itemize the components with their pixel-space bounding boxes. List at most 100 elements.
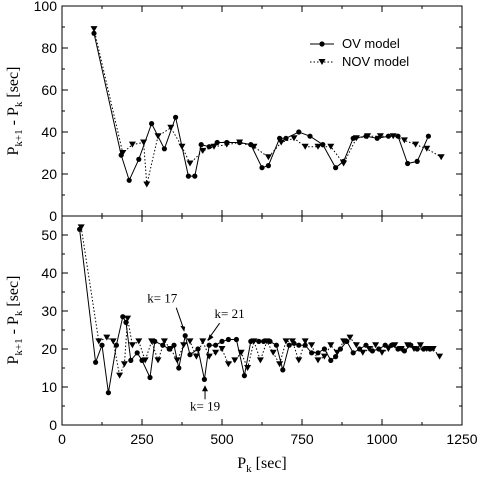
top-point-nov	[314, 143, 322, 150]
top-point-nov	[327, 143, 335, 150]
top-point-nov	[264, 154, 272, 161]
top-point-nov	[140, 139, 148, 146]
bottom-point-ov	[241, 373, 247, 379]
bottom-point-nov	[276, 361, 284, 368]
bottom-point-nov	[224, 361, 232, 368]
annotation-arrowhead-k21	[207, 334, 214, 342]
top-point-ov	[173, 114, 179, 120]
top-y-tick-label: 80	[41, 40, 57, 56]
top-point-nov	[301, 143, 309, 150]
legend: OV model NOV model	[305, 33, 445, 73]
annotation-k21: k= 21	[215, 306, 245, 321]
bottom-point-nov	[378, 349, 386, 356]
bottom-point-nov	[288, 338, 296, 345]
bottom-point-nov	[333, 349, 341, 356]
bottom-point-ov	[123, 319, 129, 325]
top-point-nov	[210, 143, 218, 150]
bottom-point-ov	[201, 376, 207, 382]
annotation-arrowhead-k17	[180, 325, 186, 332]
top-y-tick-label: 0	[49, 208, 57, 224]
legend-label-nov: NOV model	[342, 54, 409, 69]
bottom-point-nov	[391, 342, 399, 349]
bottom-point-nov	[263, 338, 271, 345]
bottom-y-tick-label: 40	[41, 265, 57, 281]
bottom-point-nov	[167, 346, 175, 352]
top-point-ov	[265, 163, 271, 169]
top-y-tick-label: 60	[41, 82, 57, 98]
bottom-point-nov	[372, 342, 380, 349]
bottom-y-tick-labels: 0 10 20 30 40 50	[41, 227, 57, 433]
x-axis-label: Pk [sec]	[237, 455, 287, 475]
bottom-point-ov	[333, 354, 339, 360]
bottom-point-nov	[308, 342, 316, 349]
top-point-nov	[236, 139, 244, 146]
bottom-point-nov	[244, 365, 252, 371]
bottom-point-ov	[105, 390, 111, 396]
bottom-point-ov	[286, 342, 292, 348]
top-y-tick-label: 100	[34, 0, 58, 14]
bottom-point-ov	[219, 338, 225, 344]
top-point-ov	[136, 156, 142, 162]
top-point-ov	[126, 177, 132, 183]
top-y-tick-label: 20	[41, 166, 57, 182]
top-point-ov	[296, 129, 302, 135]
top-series	[90, 26, 445, 188]
bottom-point-nov	[141, 357, 149, 364]
top-point-ov	[161, 146, 167, 152]
top-y-tick-labels: 0 20 40 60 80 100	[34, 0, 58, 224]
bottom-point-nov	[180, 342, 188, 349]
bottom-point-ov	[213, 342, 219, 348]
bottom-point-nov	[282, 338, 290, 345]
legend-frame	[305, 33, 445, 73]
x-tick-label: 500	[210, 431, 234, 447]
bottom-point-nov	[327, 342, 335, 349]
top-point-nov	[400, 137, 408, 144]
bottom-point-nov	[397, 346, 405, 352]
bottom-point-nov	[365, 346, 373, 352]
bottom-point-nov	[352, 342, 360, 349]
top-point-nov	[154, 133, 162, 140]
bottom-point-ov	[128, 357, 134, 363]
x-tick-label: 250	[130, 431, 154, 447]
bottom-point-ov	[160, 342, 166, 348]
bottom-point-nov	[256, 357, 264, 364]
top-point-ov	[405, 160, 411, 167]
bottom-point-ov	[256, 338, 262, 344]
bottom-point-nov	[205, 353, 213, 360]
bottom-point-nov	[340, 338, 348, 345]
bottom-point-nov	[77, 224, 85, 231]
bottom-point-nov	[436, 353, 444, 360]
bottom-y-tick-label: 0	[49, 417, 57, 433]
bottom-point-nov	[186, 338, 194, 345]
bottom-point-nov	[160, 338, 168, 345]
top-point-nov	[178, 143, 186, 150]
bottom-point-nov	[384, 346, 392, 352]
top-point-nov	[250, 143, 258, 150]
bottom-point-ov	[225, 336, 231, 343]
annotation-k19: k= 19	[190, 398, 220, 413]
bottom-y-tick-label: 50	[41, 227, 57, 243]
bottom-series-line-ov	[79, 229, 430, 393]
top-point-ov	[307, 133, 313, 139]
top-point-nov	[277, 139, 285, 146]
top-point-nov	[167, 124, 175, 131]
top-point-nov	[199, 147, 207, 154]
top-ticks	[61, 5, 463, 217]
bottom-point-nov	[314, 357, 322, 364]
bottom-point-nov	[295, 357, 303, 364]
bottom-point-nov	[120, 361, 128, 368]
bottom-point-nov	[109, 338, 117, 345]
bottom-point-nov	[346, 334, 354, 341]
bottom-point-ov	[206, 342, 212, 348]
bottom-point-nov	[135, 338, 143, 345]
top-point-nov	[423, 145, 431, 152]
bottom-point-ov	[176, 365, 182, 371]
top-point-nov	[412, 141, 420, 148]
top-point-nov	[364, 133, 372, 140]
bottom-y-axis-label: Pk+1 - Pk [sec]	[5, 276, 25, 365]
bottom-point-ov	[273, 342, 279, 348]
bottom-point-nov	[192, 353, 200, 360]
bottom-point-ov	[99, 342, 105, 348]
top-point-nov	[340, 160, 348, 167]
bottom-point-ov	[401, 348, 407, 354]
